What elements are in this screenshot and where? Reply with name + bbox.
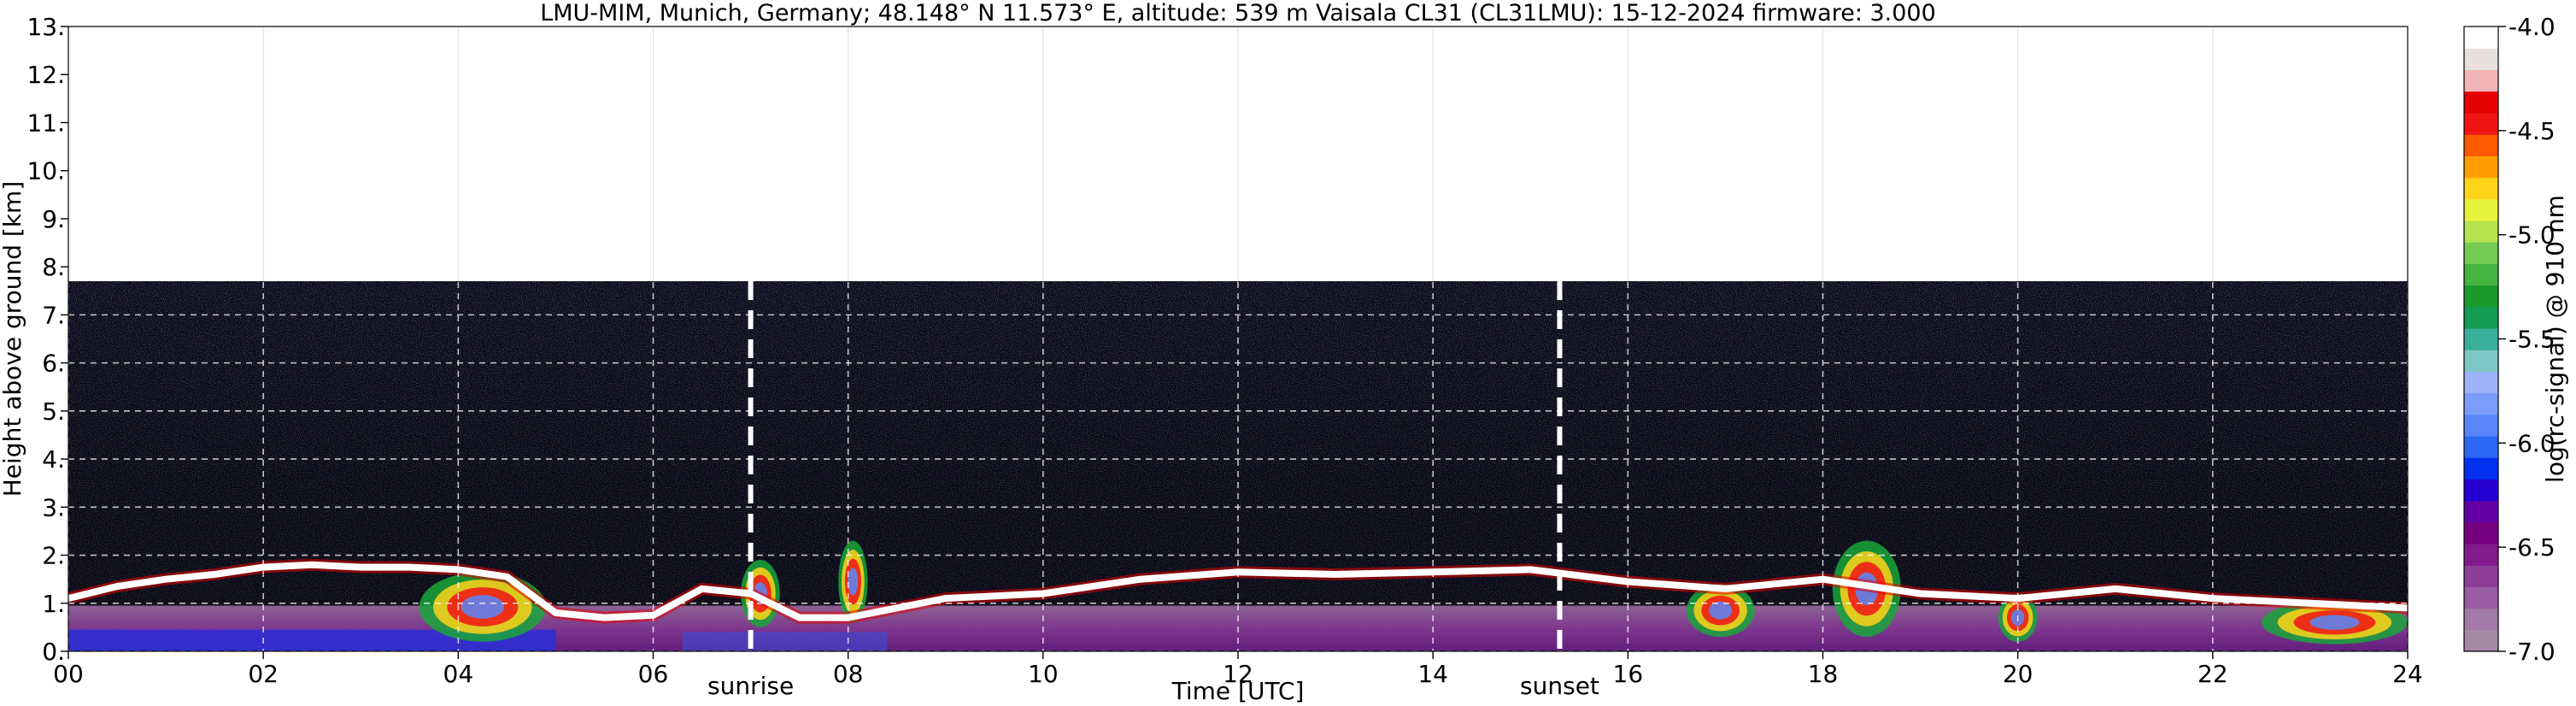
colorbar-swatch [2464,392,2498,415]
surface-layer-blue-mid [682,632,888,651]
colorbar-swatch [2464,242,2498,264]
x-tick-label: 24 [2392,660,2423,688]
colorbar-swatch [2464,91,2498,114]
x-axis-label: Time [UTC] [1171,677,1305,705]
colorbar: -4.0 -4.5 -5.0 -5.5 -6.0 -6.5 -7.0 log(rc-sign… [2463,13,2569,666]
colorbar-swatch [2464,479,2498,502]
x-tick-label: 14 [1417,660,1448,688]
y-tick-label: 2. [42,542,65,570]
colorbar-swatch [2464,500,2498,523]
colorbar-swatch [2464,565,2498,587]
colorbar-swatch [2464,26,2498,49]
y-tick-label: 12. [26,61,65,89]
x-tick-label: 00 [53,660,84,688]
colorbar-swatch [2464,586,2498,609]
y-tick-label: 11. [26,109,65,137]
y-tick-label: 10. [26,157,65,185]
cloud-signal-patch [419,572,547,642]
colorbar-swatch [2464,285,2498,308]
colorbar-swatch [2464,220,2498,243]
colorbar-tick-label: -5.5 [2509,326,2555,354]
x-tick-label: 12 [1223,660,1253,688]
colorbar-tick-label: -4.0 [2509,13,2555,41]
colorbar-tick-label: -4.5 [2509,117,2555,145]
y-tick-label: 1. [42,590,65,618]
y-tick-label: 6. [42,350,65,378]
x-axis: 00 02 04 06 08 10 12 14 16 18 20 22 24 [53,651,2423,688]
colorbar-swatch [2464,608,2498,631]
colorbar-swatch [2464,156,2498,179]
cloud-signal-patch [838,540,868,623]
x-tick-label: 06 [638,660,669,688]
x-tick-label: 10 [1028,660,1059,688]
colorbar-tick-label: -6.5 [2509,533,2555,562]
colorbar-swatch [2464,306,2498,329]
y-tick-label: 5. [42,397,65,426]
colorbar-swatch [2464,69,2498,92]
colorbar-swatch [2464,629,2498,652]
x-tick-label: 04 [443,660,474,688]
colorbar-swatch [2464,521,2498,544]
colorbar-swatch [2464,263,2498,286]
x-tick-label: 16 [1613,660,1644,688]
x-tick-label: 02 [248,660,279,688]
y-tick-label: 3. [42,493,65,521]
chart-title: LMU-MIM, Munich, Germany; 48.148° N 11.5… [540,0,1936,26]
x-tick-label: 22 [2198,660,2228,688]
colorbar-swatch [2464,112,2498,135]
colorbar-swatch [2464,48,2498,71]
y-axis-label: Height above ground [km] [0,181,26,497]
colorbar-swatch [2464,543,2498,566]
y-tick-label: 0. [42,638,65,666]
sunset-label: sunset [1520,672,1599,700]
colorbar-swatch [2464,371,2498,394]
x-tick-label: 20 [2003,660,2033,688]
colorbar-label: log(rc-signal) @ 910 nm [2541,195,2569,483]
y-axis: 0. 1. 2. 3. 4. 5. 6. 7. 8. 9. 10. 11. 12. 13. [26,13,68,666]
colorbar-tick-label: -7.0 [2509,638,2555,666]
colorbar-swatch [2464,198,2498,221]
colorbar-swatch [2464,177,2498,200]
colorbar-swatch [2464,327,2498,350]
colorbar-swatch [2464,435,2498,458]
y-tick-label: 8. [42,253,65,281]
colorbar-swatch [2464,457,2498,479]
sunrise-label: sunrise [707,672,794,700]
x-tick-label: 18 [1808,660,1839,688]
cloud-signal-patch [1686,584,1755,638]
y-tick-label: 4. [42,445,65,474]
y-tick-label: 7. [42,301,65,329]
colorbar-swatch [2464,350,2498,372]
y-tick-label: 13. [26,13,65,41]
colorbar-tick-label: -6.0 [2509,429,2555,457]
colorbar-swatch [2464,134,2498,156]
x-tick-label: 08 [833,660,864,688]
plot-area: sunrise sunset [67,26,2409,700]
colorbar-swatch [2464,414,2498,437]
colorbar-tick-label: -5.0 [2509,221,2555,250]
y-tick-label: 9. [42,205,65,233]
